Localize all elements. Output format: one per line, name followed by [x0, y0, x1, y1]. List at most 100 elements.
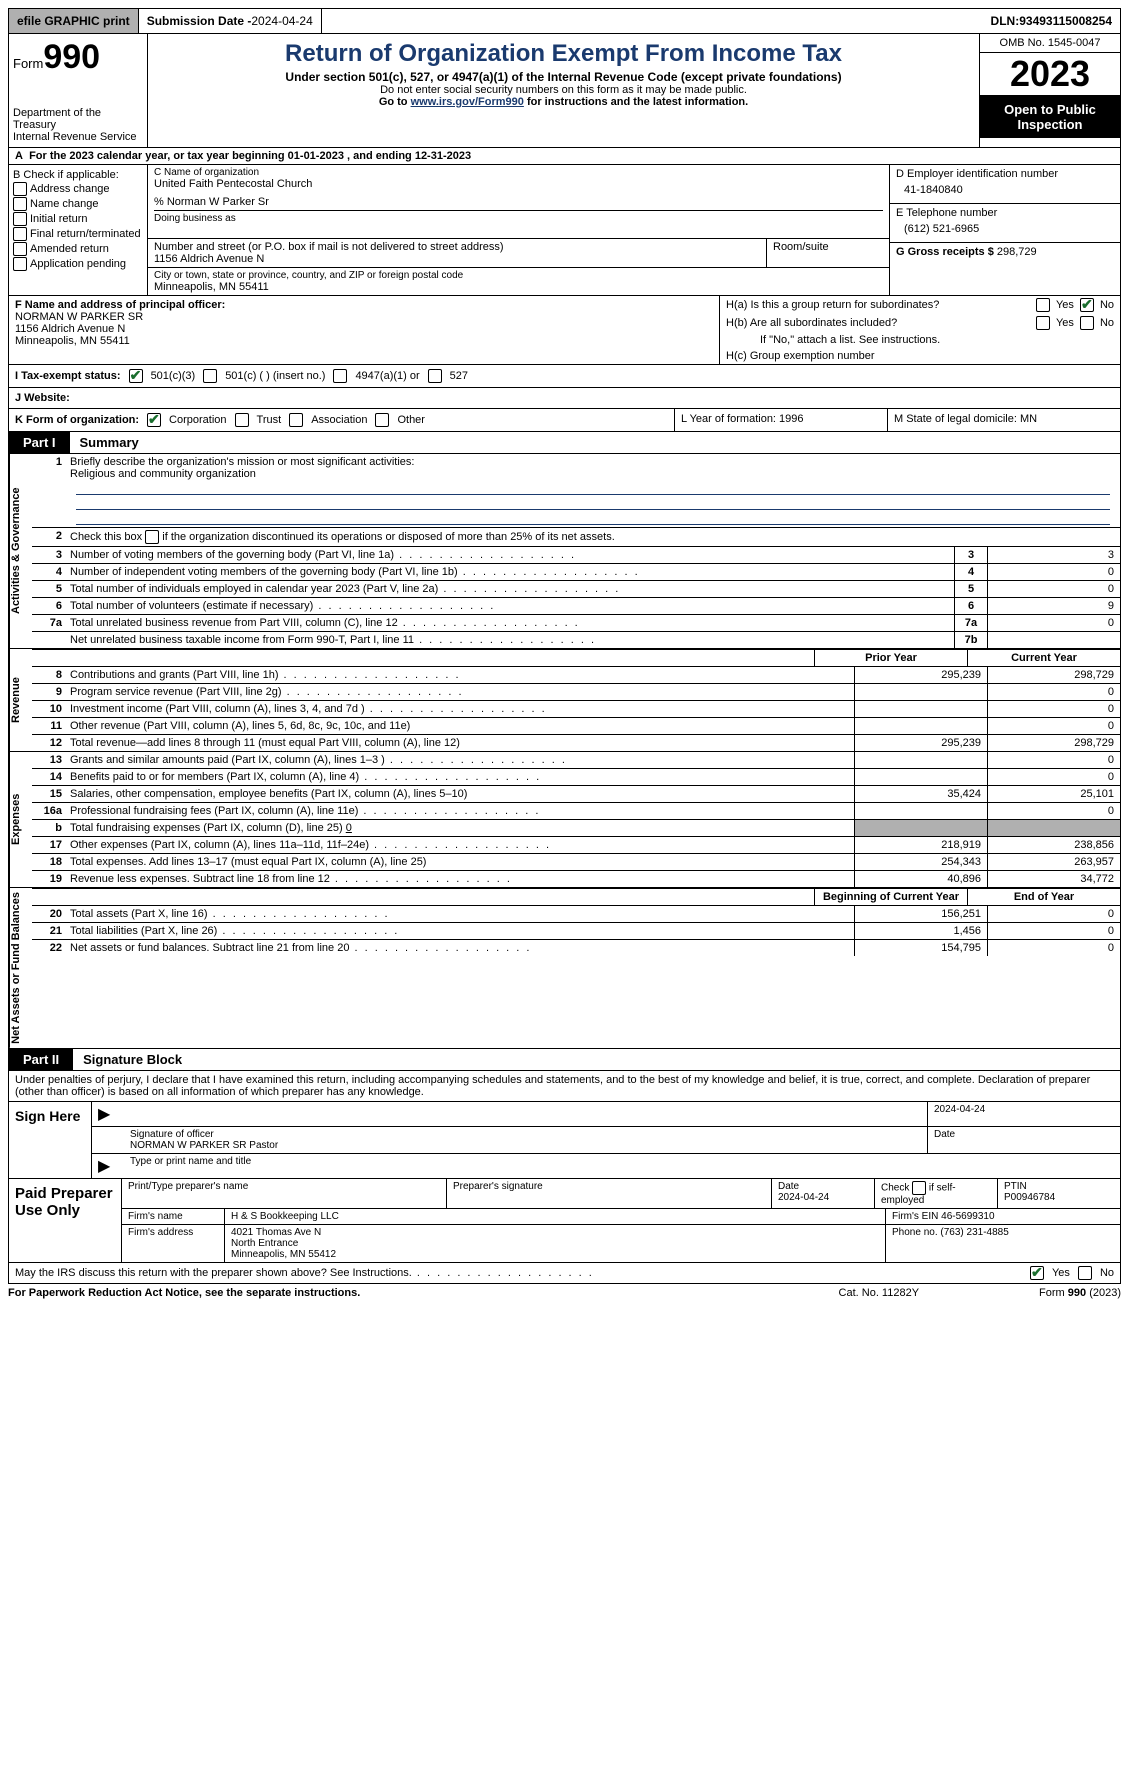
- form-subtitle: Under section 501(c), 527, or 4947(a)(1)…: [154, 70, 973, 84]
- line-22: Net assets or fund balances. Subtract li…: [66, 940, 854, 956]
- firm-phone: Phone no. (763) 231-4885: [885, 1225, 1120, 1262]
- chk-final-return[interactable]: [13, 227, 27, 241]
- dln: DLN: 93493115008254: [983, 9, 1120, 33]
- ha-row: H(a) Is this a group return for subordin…: [720, 296, 1120, 314]
- tax-year: 2023: [980, 53, 1120, 96]
- line-12: Total revenue—add lines 8 through 11 (mu…: [66, 735, 854, 751]
- date-label: Date: [927, 1127, 1120, 1153]
- chk-527[interactable]: [428, 369, 442, 383]
- signature-declaration: Under penalties of perjury, I declare th…: [8, 1071, 1121, 1102]
- chk-self-employed[interactable]: [912, 1181, 926, 1195]
- principal-officer: F Name and address of principal officer:…: [9, 296, 719, 364]
- line-9: Program service revenue (Part VIII, line…: [66, 684, 854, 700]
- line-15: Salaries, other compensation, employee b…: [66, 786, 854, 802]
- line-5: Total number of individuals employed in …: [66, 581, 954, 597]
- prep-self-emp: Check if self-employed: [874, 1179, 997, 1208]
- discuss-yes[interactable]: [1030, 1266, 1044, 1280]
- part-2-header: Part II Signature Block: [8, 1049, 1121, 1071]
- line-8: Contributions and grants (Part VIII, lin…: [66, 667, 854, 683]
- section-netassets: Net Assets or Fund Balances: [9, 888, 32, 1048]
- topbar: efile GRAPHIC print Submission Date - 20…: [8, 8, 1121, 34]
- type-name-label: Type or print name and title: [124, 1154, 1120, 1178]
- prep-name-hdr: Print/Type preparer's name: [122, 1179, 446, 1208]
- section-expenses: Expenses: [9, 752, 32, 887]
- discuss-no[interactable]: [1078, 1266, 1092, 1280]
- tax-exempt-status: I Tax-exempt status: 501(c)(3) 501(c) ( …: [8, 365, 1121, 388]
- part-1-header: Part I Summary: [8, 432, 1121, 454]
- line-16a: Professional fundraising fees (Part IX, …: [66, 803, 854, 819]
- chk-amended[interactable]: [13, 242, 27, 256]
- line-17: Other expenses (Part IX, column (A), lin…: [66, 837, 854, 853]
- submission-date: Submission Date - 2024-04-24: [139, 9, 322, 33]
- irs-link[interactable]: www.irs.gov/Form990: [411, 96, 524, 108]
- hb-yes[interactable]: [1036, 316, 1050, 330]
- state-domicile: M State of legal domicile: MN: [888, 409, 1120, 431]
- firm-addr: 4021 Thomas Ave N North Entrance Minneap…: [224, 1225, 885, 1262]
- chk-address-change[interactable]: [13, 182, 27, 196]
- col-b-checkboxes: B Check if applicable: Address change Na…: [9, 165, 148, 295]
- line-14: Benefits paid to or for members (Part IX…: [66, 769, 854, 785]
- room-cell: Room/suite: [767, 239, 889, 267]
- sign-arrow-icon: ▶: [92, 1102, 124, 1126]
- line-6: Total number of volunteers (estimate if …: [66, 598, 954, 614]
- website-row: J Website:: [8, 388, 1121, 409]
- firm-name-lbl: Firm's name: [122, 1209, 224, 1224]
- efile-label[interactable]: efile GRAPHIC print: [9, 9, 139, 33]
- org-name-cell: C Name of organization United Faith Pent…: [148, 165, 889, 239]
- discuss-row: May the IRS discuss this return with the…: [8, 1263, 1121, 1284]
- chk-501c3[interactable]: [129, 369, 143, 383]
- city-cell: City or town, state or province, country…: [148, 268, 889, 295]
- form-header: Form990 Department of the Treasury Inter…: [8, 34, 1121, 148]
- ha-no[interactable]: [1080, 298, 1094, 312]
- form-note1: Do not enter social security numbers on …: [154, 84, 973, 96]
- chk-501c[interactable]: [203, 369, 217, 383]
- line-7b: Net unrelated business taxable income fr…: [66, 632, 954, 648]
- line-10: Investment income (Part VIII, column (A)…: [66, 701, 854, 717]
- ein-cell: D Employer identification number 41-1840…: [890, 165, 1120, 204]
- chk-name-change[interactable]: [13, 197, 27, 211]
- sign-here-label: Sign Here: [9, 1102, 92, 1178]
- form-of-org: K Form of organization: Corporation Trus…: [9, 409, 675, 431]
- hb-row: H(b) Are all subordinates included? Yes …: [720, 314, 1120, 332]
- hb-note: If "No," attach a list. See instructions…: [720, 332, 1120, 348]
- open-to-public: Open to Public Inspection: [980, 96, 1120, 138]
- firm-ein: Firm's EIN 46-5699310: [885, 1209, 1120, 1224]
- chk-assoc[interactable]: [289, 413, 303, 427]
- form-note2: Go to www.irs.gov/Form990 for instructio…: [154, 96, 973, 108]
- line-18: Total expenses. Add lines 13–17 (must eq…: [66, 854, 854, 870]
- chk-trust[interactable]: [235, 413, 249, 427]
- dept-label: Department of the Treasury Internal Reve…: [13, 107, 143, 143]
- firm-name: H & S Bookkeeping LLC: [224, 1209, 885, 1224]
- street-cell: Number and street (or P.O. box if mail i…: [148, 239, 767, 267]
- sign-date: 2024-04-24: [927, 1102, 1120, 1126]
- line-11: Other revenue (Part VIII, column (A), li…: [66, 718, 854, 734]
- line-1: Briefly describe the organization's miss…: [66, 454, 1120, 527]
- line-21: Total liabilities (Part X, line 26): [66, 923, 854, 939]
- firm-addr-lbl: Firm's address: [122, 1225, 224, 1262]
- chk-discontinued[interactable]: [145, 530, 159, 544]
- sig-officer: Signature of officer NORMAN W PARKER SR …: [124, 1127, 927, 1153]
- line-19: Revenue less expenses. Subtract line 18 …: [66, 871, 854, 887]
- line-13: Grants and similar amounts paid (Part IX…: [66, 752, 854, 768]
- hc-row: H(c) Group exemption number: [720, 348, 1120, 364]
- line-3: Number of voting members of the governin…: [66, 547, 954, 563]
- line-4: Number of independent voting members of …: [66, 564, 954, 580]
- chk-initial-return[interactable]: [13, 212, 27, 226]
- section-revenue: Revenue: [9, 649, 32, 751]
- prep-sig-hdr: Preparer's signature: [446, 1179, 771, 1208]
- chk-other[interactable]: [375, 413, 389, 427]
- year-formation: L Year of formation: 1996: [675, 409, 888, 431]
- chk-app-pending[interactable]: [13, 257, 27, 271]
- chk-corp[interactable]: [147, 413, 161, 427]
- ha-yes[interactable]: [1036, 298, 1050, 312]
- form-number: Form990: [13, 38, 143, 77]
- chk-4947[interactable]: [333, 369, 347, 383]
- paid-preparer-label: Paid Preparer Use Only: [9, 1179, 122, 1262]
- section-activities: Activities & Governance: [9, 454, 32, 648]
- prep-ptin: PTINP00946784: [997, 1179, 1120, 1208]
- footer: For Paperwork Reduction Act Notice, see …: [8, 1284, 1121, 1302]
- hb-no[interactable]: [1080, 316, 1094, 330]
- line-a: A For the 2023 calendar year, or tax yea…: [8, 148, 1121, 165]
- line-7a: Total unrelated business revenue from Pa…: [66, 615, 954, 631]
- gross-cell: G Gross receipts $ 298,729: [890, 243, 1120, 261]
